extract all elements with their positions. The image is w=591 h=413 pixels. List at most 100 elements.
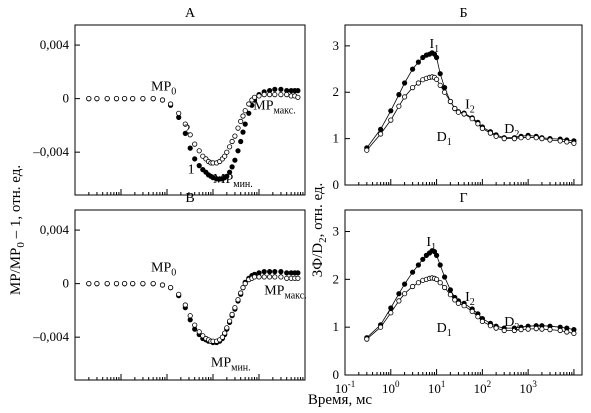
data-point <box>511 327 518 334</box>
data-point <box>469 116 475 122</box>
data-point <box>452 105 458 112</box>
data-point <box>238 118 244 125</box>
data-point <box>176 291 182 297</box>
data-point <box>278 92 284 98</box>
panel-title: В <box>185 191 194 206</box>
data-point <box>431 249 438 255</box>
data-point <box>261 274 267 280</box>
data-point <box>571 330 577 336</box>
data-point <box>415 80 421 86</box>
data-point <box>401 80 408 86</box>
data-point <box>364 336 370 342</box>
data-point <box>437 82 443 88</box>
data-point <box>140 96 146 102</box>
data-point <box>493 133 499 139</box>
series-line <box>366 52 574 149</box>
annotation: MP0 <box>151 261 176 279</box>
data-point <box>533 135 539 141</box>
data-point <box>122 96 128 102</box>
data-point <box>433 76 440 82</box>
panel-V: В 0,004 0 –0,004 MP0 MPмин. MPмакс. <box>32 191 307 381</box>
data-point <box>278 268 284 275</box>
annotation: MPмин. <box>213 172 253 190</box>
data-point <box>396 291 402 297</box>
data-point <box>266 92 273 98</box>
panel-title: Б <box>459 6 467 21</box>
data-point <box>222 330 228 336</box>
data-point <box>401 291 408 297</box>
panel-title: А <box>185 6 196 21</box>
annotation: D2 <box>504 315 519 333</box>
data-point <box>437 262 443 268</box>
data-point <box>104 280 110 287</box>
y-tick-label: –0,004 <box>32 144 69 159</box>
y-tick-label: 0,004 <box>40 37 70 52</box>
annotation: 2 <box>184 122 191 137</box>
data-point <box>130 96 136 102</box>
data-point <box>437 280 443 286</box>
data-point <box>511 136 518 142</box>
data-point <box>242 121 248 127</box>
plot-frame <box>344 209 583 376</box>
data-point <box>420 256 426 262</box>
data-point <box>227 144 233 150</box>
data-point <box>433 252 440 258</box>
series-I-filled <box>364 50 577 151</box>
data-point <box>518 135 524 141</box>
data-point <box>461 303 467 309</box>
right-y-axis-label: ЗФ/D2, отн. ед. <box>310 183 329 278</box>
annotation: MP0 <box>151 80 176 98</box>
data-point <box>278 86 284 92</box>
data-point <box>182 121 188 127</box>
data-point <box>364 147 370 153</box>
data-point <box>493 325 499 331</box>
data-point <box>479 318 485 324</box>
data-point <box>284 270 290 276</box>
data-point <box>246 101 252 107</box>
data-point <box>235 125 241 131</box>
data-point <box>284 275 290 281</box>
data-point <box>86 280 92 287</box>
annotation: 1 <box>188 163 195 178</box>
data-point <box>94 96 100 102</box>
data-point <box>227 169 233 175</box>
data-point <box>238 290 244 296</box>
data-point <box>479 125 485 131</box>
data-point <box>388 310 394 316</box>
data-point <box>518 326 524 333</box>
data-point <box>284 92 290 98</box>
data-point <box>113 280 120 287</box>
data-point <box>461 111 467 117</box>
left-y-axis-label: MP/MP0 – 1, отн. ед. <box>8 165 27 295</box>
data-point <box>447 292 453 298</box>
data-point <box>415 59 421 65</box>
data-point <box>272 268 278 275</box>
data-point <box>377 131 384 137</box>
data-point <box>224 173 230 179</box>
data-point <box>187 132 193 138</box>
data-point <box>388 305 394 311</box>
data-point <box>261 268 267 275</box>
data-point <box>242 280 248 287</box>
data-point <box>547 137 553 143</box>
data-point <box>401 94 408 100</box>
data-point <box>168 284 174 291</box>
y-tick-label: 0 <box>333 367 340 382</box>
data-point <box>182 130 188 136</box>
data-point <box>192 141 198 147</box>
plot-frame <box>74 209 306 381</box>
data-point <box>557 138 563 144</box>
x-tick-label: 101 <box>428 379 446 396</box>
data-point <box>533 325 539 332</box>
series-2-open <box>86 274 301 344</box>
annotation: MPмакс. <box>264 283 306 301</box>
data-point <box>86 96 92 102</box>
series-I-filled <box>364 248 577 341</box>
data-point <box>396 103 402 109</box>
data-point <box>232 157 238 163</box>
data-point <box>469 308 475 314</box>
data-point <box>266 268 273 275</box>
data-point <box>420 54 426 61</box>
data-point <box>150 280 156 287</box>
